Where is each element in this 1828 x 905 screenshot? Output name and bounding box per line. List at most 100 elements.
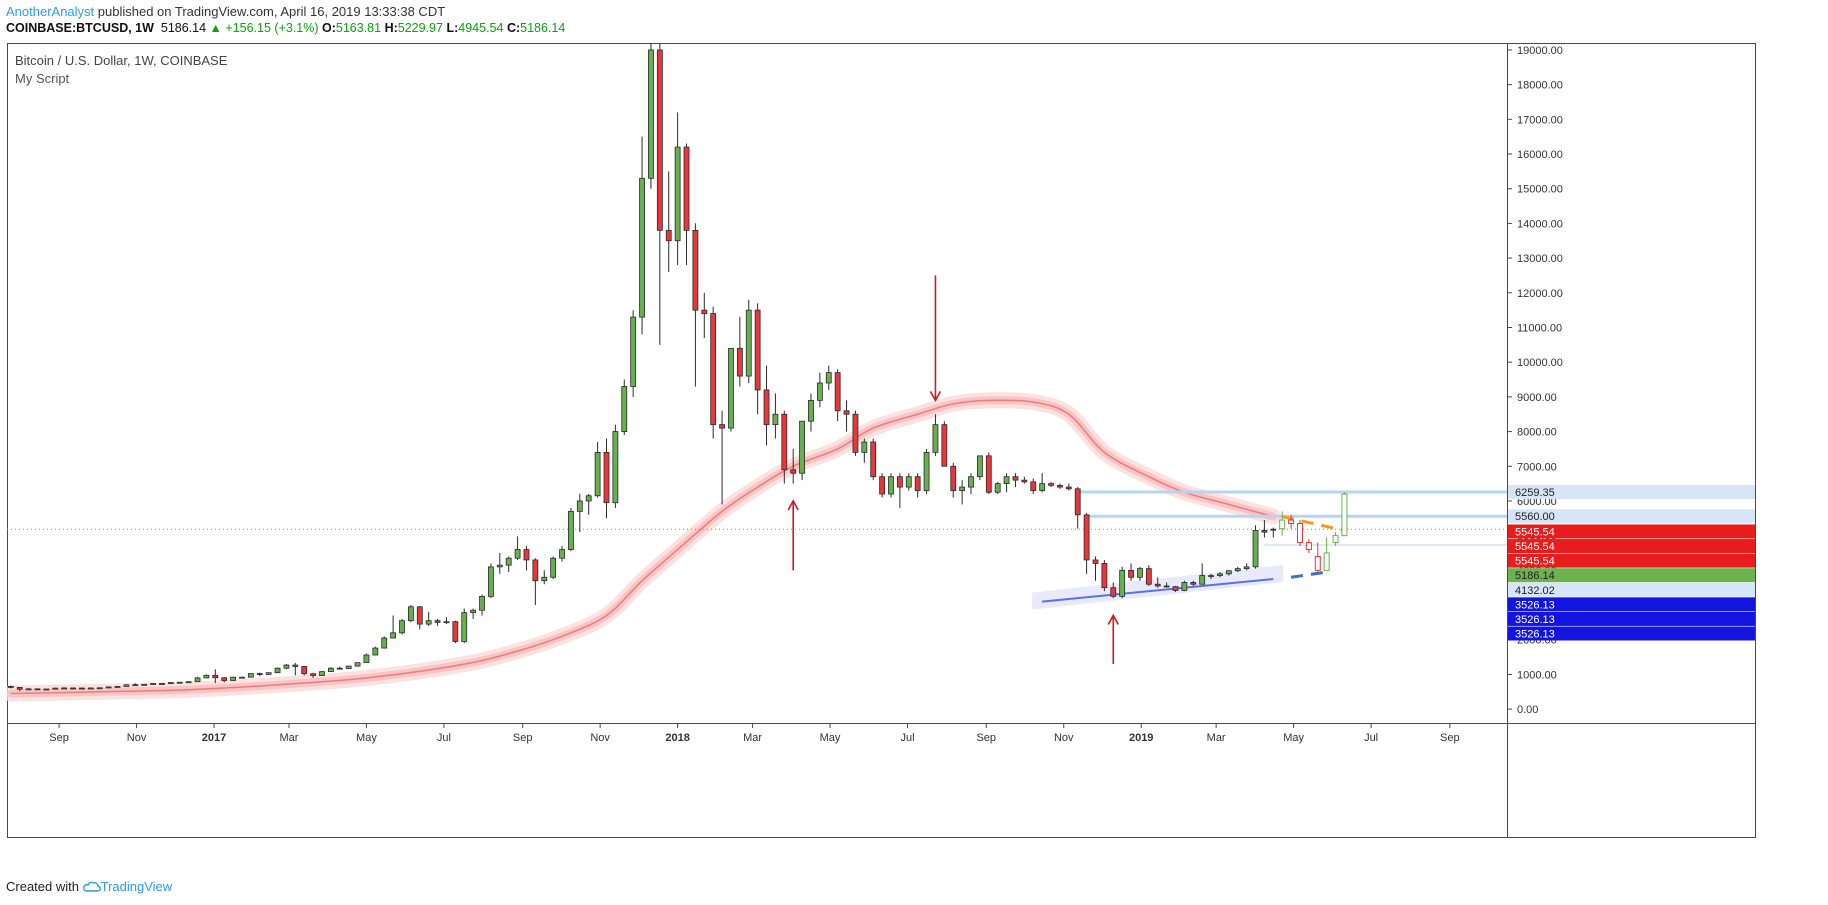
candle <box>1092 556 1099 581</box>
candle <box>141 683 148 686</box>
candle-body <box>674 146 681 242</box>
candle-body <box>968 476 974 488</box>
price-chart[interactable]: 0.001000.002000.003000.004000.005000.006… <box>7 43 1756 838</box>
candle-body <box>941 424 948 467</box>
price-axis-badge: 3526.13 <box>1508 611 1755 626</box>
x-tick-label: Nov <box>1054 732 1074 744</box>
x-tick-label: May <box>1283 732 1304 744</box>
candle-body <box>710 313 717 426</box>
chart-area[interactable]: 0.001000.002000.003000.004000.005000.006… <box>7 43 1756 838</box>
candle <box>1252 525 1259 569</box>
x-tick-label: Mar <box>743 732 762 744</box>
candle-body <box>381 637 388 649</box>
candle <box>345 665 352 669</box>
candle-body <box>1021 479 1028 483</box>
candle <box>167 682 174 685</box>
candle-body <box>452 621 459 642</box>
candle <box>479 594 485 616</box>
candle <box>443 617 450 625</box>
author-link[interactable]: AnotherAnalyst <box>6 4 95 19</box>
x-tick-label: Nov <box>127 732 147 744</box>
candle-body <box>834 372 841 412</box>
candle-body <box>363 654 370 664</box>
candle <box>808 393 814 432</box>
candle-body <box>141 683 148 686</box>
candle <box>212 669 219 684</box>
candle-body <box>150 683 156 685</box>
projected-candle-body <box>1288 519 1295 525</box>
candle-body <box>825 372 832 384</box>
candle <box>61 687 68 690</box>
price-axis-badge: 3526.13 <box>1508 597 1755 612</box>
candle-body <box>1128 569 1134 578</box>
candle-body <box>230 676 236 681</box>
candle <box>816 372 823 408</box>
candle-body <box>1172 586 1179 591</box>
price-axis-badge-label: 3526.13 <box>1515 628 1555 640</box>
candle <box>221 677 228 683</box>
arrow-down-july-2018 <box>929 275 942 402</box>
candle <box>736 317 743 387</box>
candle <box>150 683 156 685</box>
candle-body <box>808 399 814 422</box>
candle-body <box>1119 569 1126 597</box>
candle <box>1101 559 1108 592</box>
candle <box>825 365 832 390</box>
candle-body <box>1137 568 1143 578</box>
candle-body <box>176 681 183 684</box>
candle-body <box>114 685 121 688</box>
price-axis-badge-bg <box>1508 597 1755 612</box>
projected-support-dash <box>1290 570 1327 579</box>
projected-candle-body <box>1279 519 1286 530</box>
candle-body <box>310 673 316 676</box>
candle <box>541 570 548 585</box>
candle <box>79 687 85 690</box>
candle-body <box>861 441 868 453</box>
candle <box>96 687 103 690</box>
candle-body <box>488 566 494 597</box>
script-name: My Script <box>15 71 70 86</box>
projected-candle <box>1305 539 1312 553</box>
candle-body <box>1243 566 1250 570</box>
price-axis-badge-bg <box>1508 582 1755 597</box>
tradingview-link[interactable]: TradingView <box>100 879 173 894</box>
close-label: C: <box>506 21 521 35</box>
candle-body <box>1225 570 1232 575</box>
candle <box>594 441 601 498</box>
price-axis-badge-label: 5545.54 <box>1515 526 1555 538</box>
y-tick-label: 14000.00 <box>1517 218 1563 230</box>
candle-body <box>896 476 903 488</box>
candle-body <box>665 229 672 242</box>
candle <box>1003 473 1010 493</box>
candle-body <box>239 676 245 679</box>
candle <box>950 462 957 498</box>
candle-body <box>977 455 983 478</box>
x-tick-label: Mar <box>1207 732 1226 744</box>
candle <box>879 473 886 498</box>
candle <box>34 688 41 691</box>
candle <box>612 424 619 508</box>
candle-body <box>719 424 725 429</box>
candle <box>585 494 592 515</box>
y-tick-label: 0.00 <box>1517 704 1538 716</box>
high-value: 5229.97 <box>397 21 443 35</box>
candle <box>132 683 139 687</box>
candle <box>1057 483 1063 489</box>
candle-body <box>1065 486 1072 490</box>
candle-body <box>576 500 583 512</box>
candle <box>87 687 94 690</box>
candle <box>239 676 245 679</box>
candle <box>834 369 841 422</box>
candle-body <box>1083 514 1090 561</box>
open-value: 5163.81 <box>335 21 382 35</box>
candle-body <box>1163 585 1170 588</box>
candle <box>1048 481 1054 488</box>
candle <box>70 687 76 690</box>
candle-body <box>656 49 663 231</box>
projected-candle-body <box>1314 555 1321 571</box>
candle-body <box>1270 528 1277 531</box>
candle <box>692 223 699 387</box>
candle-body <box>612 431 619 504</box>
candle <box>1119 566 1126 599</box>
x-tick-label: 2019 <box>1129 732 1153 744</box>
